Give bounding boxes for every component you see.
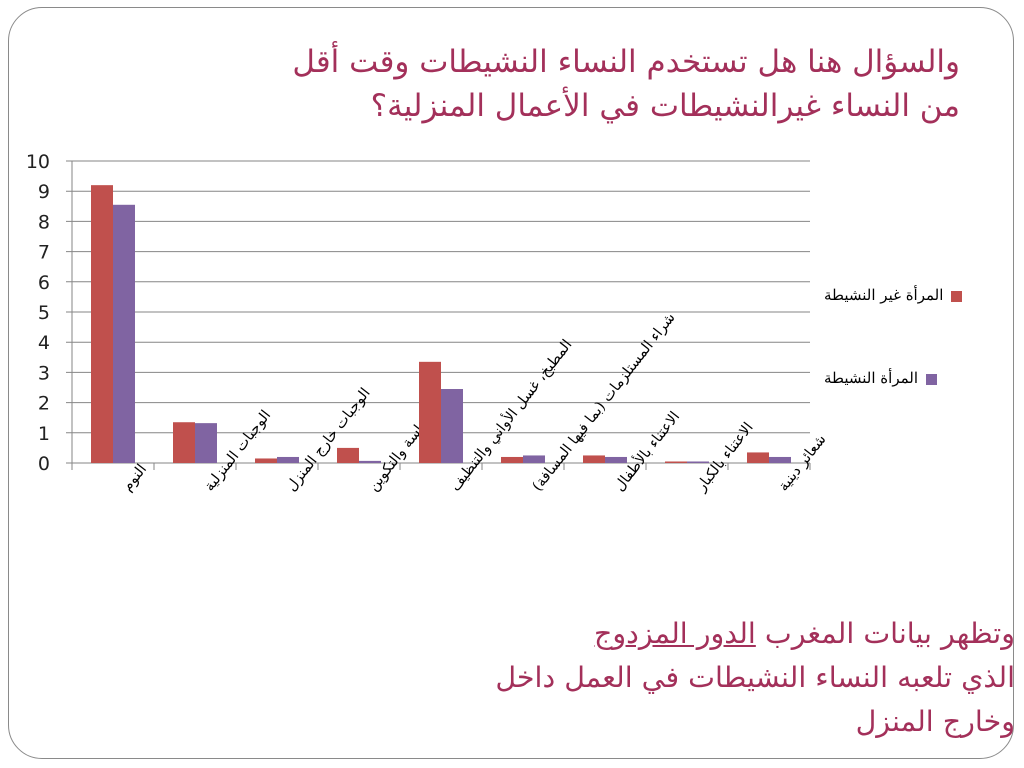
y-tick-label: 7 — [38, 242, 50, 264]
bar-series-2 — [277, 456, 299, 463]
note-underlined: الدور المزدوج — [594, 617, 756, 650]
bar-series-2 — [441, 389, 463, 463]
y-tick-label: 4 — [38, 332, 50, 354]
note-part-1: وتظهر بيانات المغرب — [755, 617, 1015, 650]
bar-series-1 — [173, 422, 195, 463]
bar-series-1 — [665, 461, 687, 463]
legend-swatch-series-1 — [951, 290, 963, 302]
y-tick-label: 10 — [26, 151, 50, 173]
y-tick-label: 1 — [38, 423, 50, 445]
slide-title: والسؤال هنا هل تستخدم النساء النشيطات وق… — [60, 40, 960, 128]
slide-frame — [8, 7, 1014, 759]
x-category-label: الاعتناء بالأطفال — [610, 408, 683, 495]
bar-series-1 — [501, 456, 523, 463]
bar-series-2 — [769, 456, 791, 463]
bar-series-1 — [91, 185, 113, 463]
legend-swatch-series-2 — [926, 373, 937, 385]
slide-note: وتظهر بيانات المغرب الدور المزدوج الذي تل… — [455, 612, 1015, 744]
y-tick-label: 5 — [38, 302, 50, 324]
x-category-label: النوم — [120, 462, 151, 495]
title-line-1: والسؤال هنا هل تستخدم النساء النشيطات وق… — [292, 44, 960, 80]
bar-series-2 — [687, 461, 709, 463]
legend-label-series-1: المرأة غير النشيطة — [824, 286, 944, 304]
bar-series-2 — [195, 423, 217, 463]
x-category-label: الوجبات خارج المنزل — [284, 385, 374, 494]
title-line-2: من النساء غيرالنشيطات في الأعمال المنزلي… — [370, 88, 960, 124]
bar-series-2 — [605, 456, 627, 463]
y-tick-label: 9 — [38, 181, 50, 203]
bar-series-1 — [583, 455, 605, 463]
bar-series-2 — [113, 204, 135, 464]
legend-item-series-2: المرأة النشيطة — [824, 369, 937, 387]
legend-label-series-2: المرأة النشيطة — [824, 369, 918, 387]
y-tick-label: 0 — [38, 453, 50, 475]
y-tick-label: 2 — [38, 393, 50, 415]
bar-series-1 — [337, 447, 359, 463]
y-tick-label: 8 — [38, 211, 50, 233]
legend-item-series-1: المرأة غير النشيطة — [824, 286, 963, 304]
bar-series-1 — [419, 361, 441, 463]
bar-series-2 — [359, 460, 381, 463]
bar-series-1 — [255, 458, 277, 463]
y-tick-label: 3 — [38, 362, 50, 384]
y-tick-label: 6 — [38, 272, 50, 294]
bar-series-1 — [747, 452, 769, 463]
note-part-2: الذي تلعبه النساء النشيطات في العمل داخل… — [495, 661, 1015, 738]
bar-series-2 — [523, 455, 545, 463]
